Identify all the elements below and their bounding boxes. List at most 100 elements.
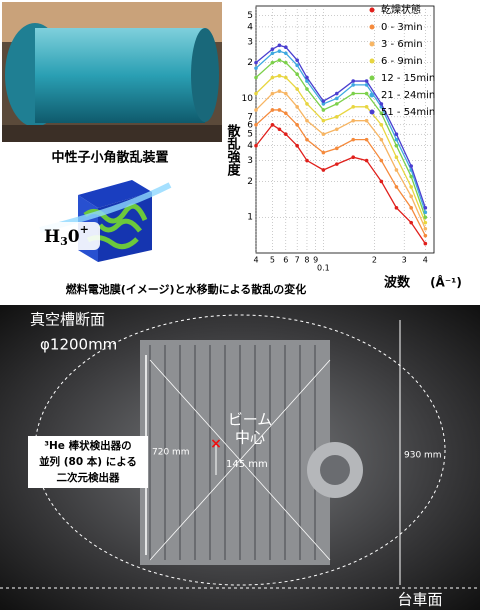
data-point	[335, 147, 339, 151]
data-point	[365, 92, 369, 96]
x-tick-label: 5	[270, 256, 275, 265]
x-tick-label: 4	[253, 256, 258, 265]
data-point	[278, 108, 282, 112]
data-point	[351, 138, 355, 142]
data-point	[380, 123, 384, 127]
base-label: 台車面	[397, 591, 442, 609]
data-point	[322, 119, 326, 123]
data-point	[409, 195, 413, 199]
data-point	[254, 61, 258, 65]
x-tick-label: 8	[304, 256, 309, 265]
legend-label: 0 - 3min	[381, 22, 423, 33]
data-point	[284, 92, 288, 96]
data-point	[305, 87, 309, 91]
legend-marker	[370, 76, 375, 81]
legend-marker	[370, 25, 375, 30]
data-point	[305, 119, 309, 123]
y-axis-label: 散乱強度	[225, 123, 241, 177]
data-point	[365, 79, 369, 83]
data-point	[365, 119, 369, 123]
data-point	[395, 155, 399, 159]
y-tick-label: 7	[247, 112, 253, 122]
data-point	[409, 185, 413, 189]
diameter-label: φ1200mm	[40, 336, 117, 354]
data-point	[335, 102, 339, 106]
data-point	[284, 76, 288, 80]
legend-marker	[370, 8, 375, 13]
data-point	[295, 144, 299, 148]
data-point	[409, 206, 413, 210]
x-tick-label: 3	[402, 256, 407, 265]
data-point	[278, 44, 282, 48]
x-tick-label: 2	[372, 256, 377, 265]
legend-label: 6 - 9min	[381, 56, 423, 67]
detector-label: 二次元検出器	[57, 471, 120, 484]
data-point	[424, 227, 428, 231]
data-point	[322, 168, 326, 172]
height-label: 720 mm	[152, 448, 190, 458]
offset-label: 145 mm	[226, 459, 268, 470]
y-tick-label: 5	[247, 11, 253, 21]
legend-label: 3 - 6min	[381, 39, 423, 50]
data-point	[365, 105, 369, 109]
beam-label: 中心	[235, 429, 265, 447]
data-point	[278, 58, 282, 62]
data-point	[271, 92, 275, 96]
data-point	[335, 115, 339, 119]
data-point	[380, 102, 384, 106]
y-tick-label: 2	[247, 177, 253, 187]
data-point	[380, 138, 384, 142]
data-point	[278, 89, 282, 93]
data-point	[284, 51, 288, 55]
data-point	[305, 76, 309, 80]
series-line	[256, 110, 425, 236]
data-point	[254, 66, 258, 70]
legend-label: 乾燥状態	[381, 3, 421, 16]
data-point	[322, 108, 326, 112]
data-point	[424, 221, 428, 225]
legend-marker	[370, 42, 375, 47]
data-point	[395, 206, 399, 210]
data-point	[380, 159, 384, 163]
data-point	[365, 138, 369, 142]
data-point	[322, 99, 326, 103]
y-tick-label: 5	[247, 130, 253, 140]
data-point	[424, 242, 428, 246]
data-point	[284, 132, 288, 136]
legend-label: 12 - 15min	[381, 73, 435, 84]
data-point	[305, 102, 309, 106]
data-point	[424, 211, 428, 215]
data-point	[424, 215, 428, 219]
y-tick-label: 2	[247, 58, 253, 68]
legend-label: 51 - 54min	[381, 107, 435, 118]
data-point	[295, 64, 299, 68]
device-label: 中性子小角散乱装置	[51, 150, 168, 166]
caption: 燃料電池膜(イメージ)と水移動による散乱の変化	[65, 282, 307, 296]
data-point	[335, 97, 339, 101]
data-point	[351, 92, 355, 96]
detector-label: 並列 (80 本) による	[39, 455, 137, 468]
page: 中性子小角散乱装置 H30+ 12345671023454567890.1234…	[0, 0, 480, 610]
device-photo	[2, 2, 222, 142]
data-point	[278, 49, 282, 53]
data-point	[271, 123, 275, 127]
data-point	[278, 127, 282, 131]
data-point	[305, 159, 309, 163]
data-point	[278, 74, 282, 78]
legend-label: 21 - 24min	[381, 90, 435, 101]
x-tick-label: 6	[283, 256, 288, 265]
data-point	[395, 168, 399, 172]
legend-marker	[370, 59, 375, 64]
data-point	[351, 155, 355, 159]
data-point	[271, 61, 275, 65]
svg-text:×: ×	[210, 436, 222, 452]
x-tick-label: 7	[295, 256, 300, 265]
data-point	[409, 164, 413, 168]
data-point	[335, 92, 339, 96]
data-point	[284, 61, 288, 65]
data-point	[395, 185, 399, 189]
x-axis-unit: (Å⁻¹)	[430, 275, 462, 290]
data-point	[295, 72, 299, 76]
y-tick-label: 3	[247, 37, 253, 47]
x-tick-label: 0.1	[317, 264, 330, 273]
